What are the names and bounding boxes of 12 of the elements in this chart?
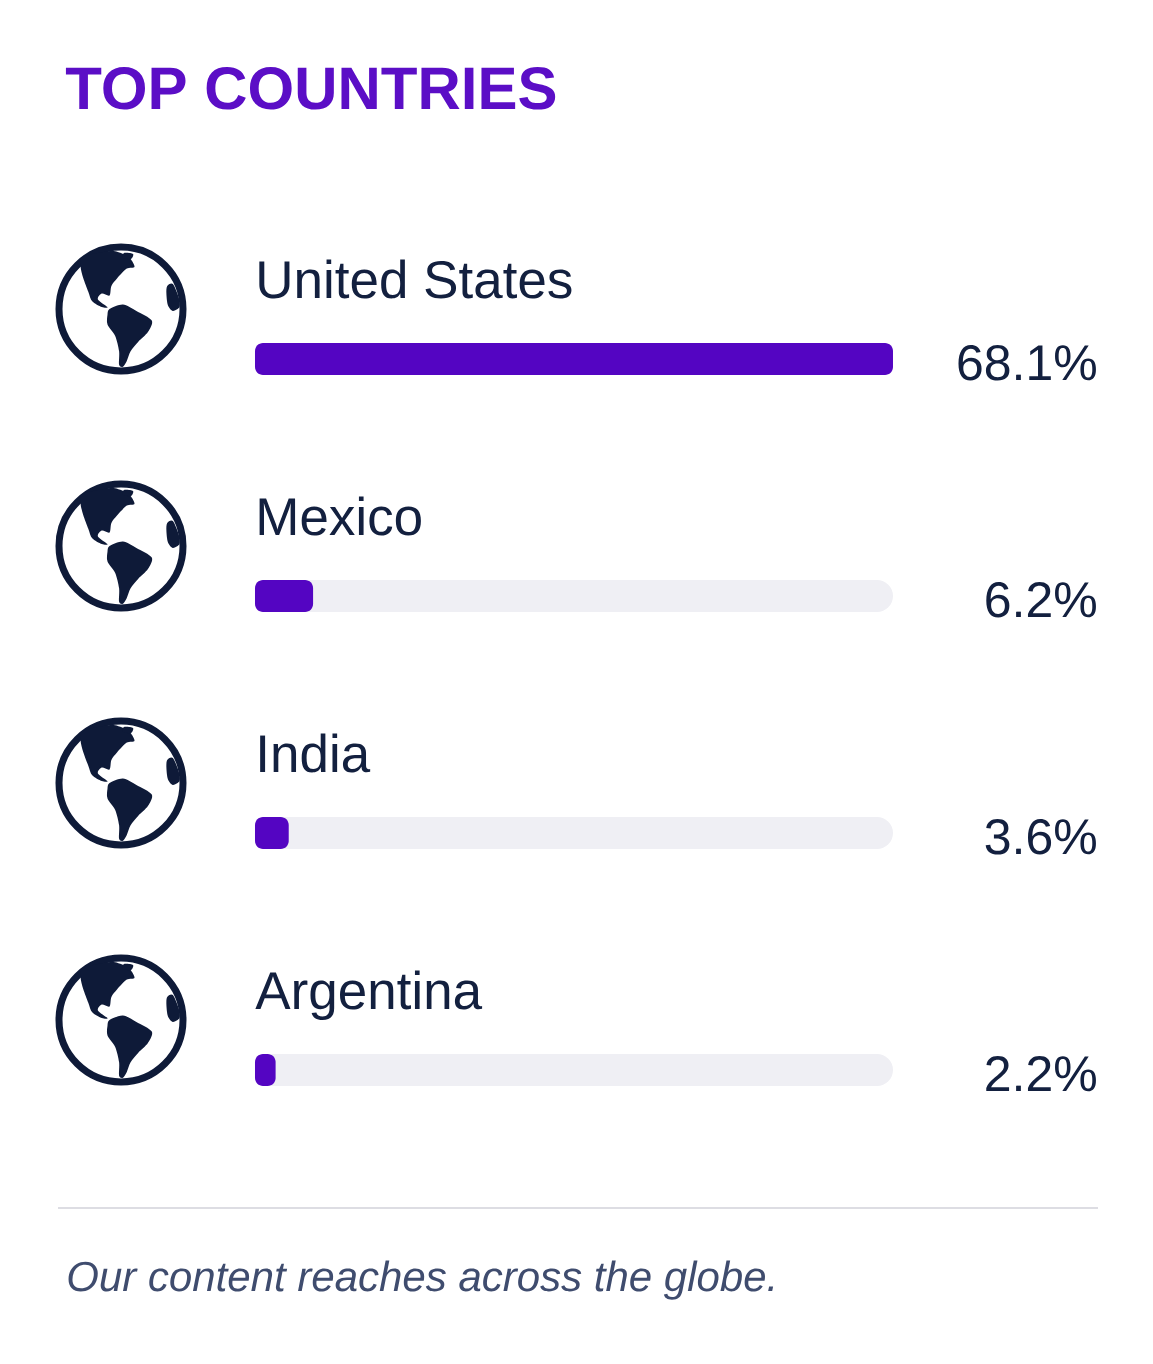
data-label: 3.6% <box>985 819 1096 855</box>
data-label: 2.2% <box>986 1056 1096 1092</box>
text: Our content reaches across the globe. <box>68 1260 774 1300</box>
y-tick-label: India <box>260 733 371 773</box>
y-tick-label: Mexico <box>259 496 421 536</box>
bar <box>255 580 314 613</box>
y-tick-label: United States <box>259 259 572 299</box>
chart-title: TOP COUNTRIES <box>65 67 556 110</box>
y-tick-label: Argentina <box>255 970 483 1021</box>
data-label: 68.1% <box>958 345 1096 381</box>
data-label: 6.2% <box>986 582 1096 618</box>
bar <box>255 817 289 850</box>
